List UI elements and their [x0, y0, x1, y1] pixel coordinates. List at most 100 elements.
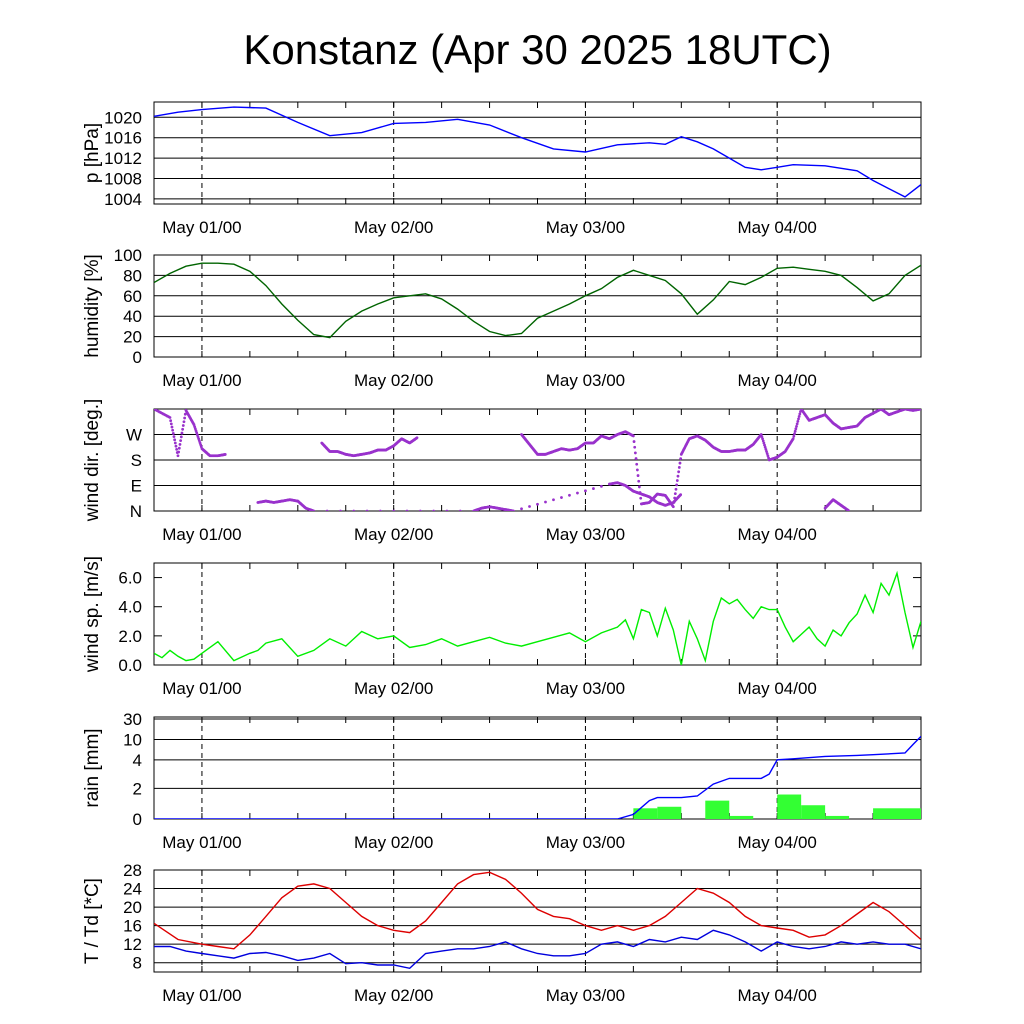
wind-direction-point: [365, 509, 369, 511]
wind_speed-xtick-label: May 03/00: [546, 679, 625, 698]
wind-direction-point: [634, 457, 638, 460]
humidity-xtick-label: May 04/00: [737, 371, 816, 390]
temperature-xtick-label: May 01/00: [162, 986, 241, 1005]
wind-direction-point: [678, 461, 682, 465]
wind-direction-point: [794, 427, 798, 431]
wind-direction-point: [168, 416, 172, 419]
wind-direction-point: [631, 434, 635, 438]
pressure-ylabel: p [hPa]: [82, 123, 103, 183]
wind-direction-point: [676, 474, 680, 478]
wind-direction-point: [795, 424, 798, 428]
wind-direction-point: [793, 432, 796, 436]
wind_speed-ylabel: wind sp. [m/s]: [82, 556, 103, 673]
wind-direction-point: [179, 435, 183, 439]
wind-direction-point: [179, 439, 183, 443]
wind-direction-point: [182, 420, 186, 424]
wind_speed-ytick-label: 6.0: [118, 569, 142, 588]
pressure-xtick-label: May 03/00: [546, 218, 625, 237]
humidity-frame: [153, 254, 922, 358]
wind-direction-point: [633, 445, 637, 449]
wind-direction-point: [378, 509, 382, 511]
wind_direction-ytick-label: W: [126, 426, 142, 445]
wind-direction-point: [183, 412, 187, 416]
wind-direction-point: [673, 492, 677, 496]
wind-direction-point: [183, 416, 187, 420]
wind-direction-point: [761, 439, 765, 443]
rain-xtick-label: May 03/00: [546, 833, 625, 852]
wind_speed-ytick-label: 2.0: [118, 627, 142, 646]
wind_direction-xtick-label: May 03/00: [546, 525, 625, 544]
rain-ytick-label: 10: [123, 730, 142, 749]
wind_speed-frame: [153, 562, 922, 666]
wind-direction-point: [918, 409, 921, 411]
wind_speed-xtick-label: May 01/00: [162, 679, 241, 698]
humidity-xtick-label: May 02/00: [354, 371, 433, 390]
pressure-series-line: [154, 106, 921, 198]
wind-direction-point: [552, 498, 555, 502]
wind-direction-point: [181, 424, 185, 427]
rain-bar: [777, 794, 802, 819]
pressure-xtick-label: May 04/00: [737, 218, 816, 237]
wind-direction-point: [173, 441, 177, 445]
wind-direction-point: [635, 462, 639, 466]
temperature-ytick-label: 24: [123, 880, 142, 899]
wind-direction-point: [797, 415, 801, 418]
wind_direction-ytick-label: E: [131, 477, 142, 496]
rain-bar: [729, 815, 754, 819]
wind-direction-point: [445, 509, 449, 511]
wind_direction-xtick-label: May 02/00: [354, 525, 433, 544]
rain-ytick-label: 2: [133, 779, 142, 798]
humidity-ytick-label: 0: [133, 348, 142, 367]
wind-direction-point: [171, 432, 175, 435]
wind-direction-point: [576, 491, 579, 495]
pressure-ytick-label: 1020: [104, 108, 142, 127]
wind-direction-point: [761, 437, 764, 441]
wind-direction-point: [392, 509, 396, 511]
temperature-xtick-label: May 03/00: [546, 986, 625, 1005]
wind-direction-point: [418, 509, 422, 511]
wind-direction-point: [677, 470, 681, 474]
wind_speed-ytick-label: 4.0: [118, 598, 142, 617]
wind-direction-point: [415, 436, 419, 440]
wind-direction-point: [637, 479, 641, 483]
wind-direction-point: [632, 440, 636, 443]
wind-direction-point: [176, 454, 180, 458]
wind-direction-point: [568, 493, 571, 497]
wind-direction-point: [177, 450, 181, 454]
wind-direction-point: [458, 509, 462, 511]
wind-direction-point: [181, 427, 185, 431]
wind-direction-point: [797, 417, 800, 421]
humidity-ytick-label: 40: [123, 307, 142, 326]
wind-direction-point: [671, 505, 675, 509]
wind-direction-point: [173, 438, 177, 442]
rain-bar: [825, 815, 850, 819]
wind-direction-point: [675, 483, 679, 487]
wind-direction-point: [792, 434, 796, 438]
humidity-ylabel: humidity [%]: [82, 254, 103, 357]
wind-direction-point: [762, 441, 766, 445]
temperature-ytick-label: 20: [123, 898, 142, 917]
humidity-xtick-label: May 03/00: [546, 371, 625, 390]
wind-direction-point: [175, 447, 179, 451]
wind-direction-point: [760, 435, 764, 439]
rain-ytick-label: 0: [133, 810, 142, 829]
rain-bar: [801, 805, 826, 819]
wind-direction-point: [169, 422, 173, 426]
rain-bar: [657, 806, 682, 819]
wind-direction-point: [223, 453, 227, 456]
pressure-ytick-label: 1004: [104, 190, 142, 209]
wind-direction-point: [180, 431, 184, 435]
wind-direction-point: [765, 450, 768, 453]
wind-direction-point: [766, 454, 770, 458]
wind-direction-point: [677, 466, 681, 469]
wind-direction-point: [639, 496, 643, 500]
wind-direction-point: [679, 457, 683, 461]
wind_direction-xtick-label: May 04/00: [737, 525, 816, 544]
temperature-ytick-label: 16: [123, 917, 142, 936]
wind-direction-point: [174, 444, 178, 448]
wind-direction-point: [405, 509, 409, 511]
wind-direction-point: [796, 419, 800, 423]
